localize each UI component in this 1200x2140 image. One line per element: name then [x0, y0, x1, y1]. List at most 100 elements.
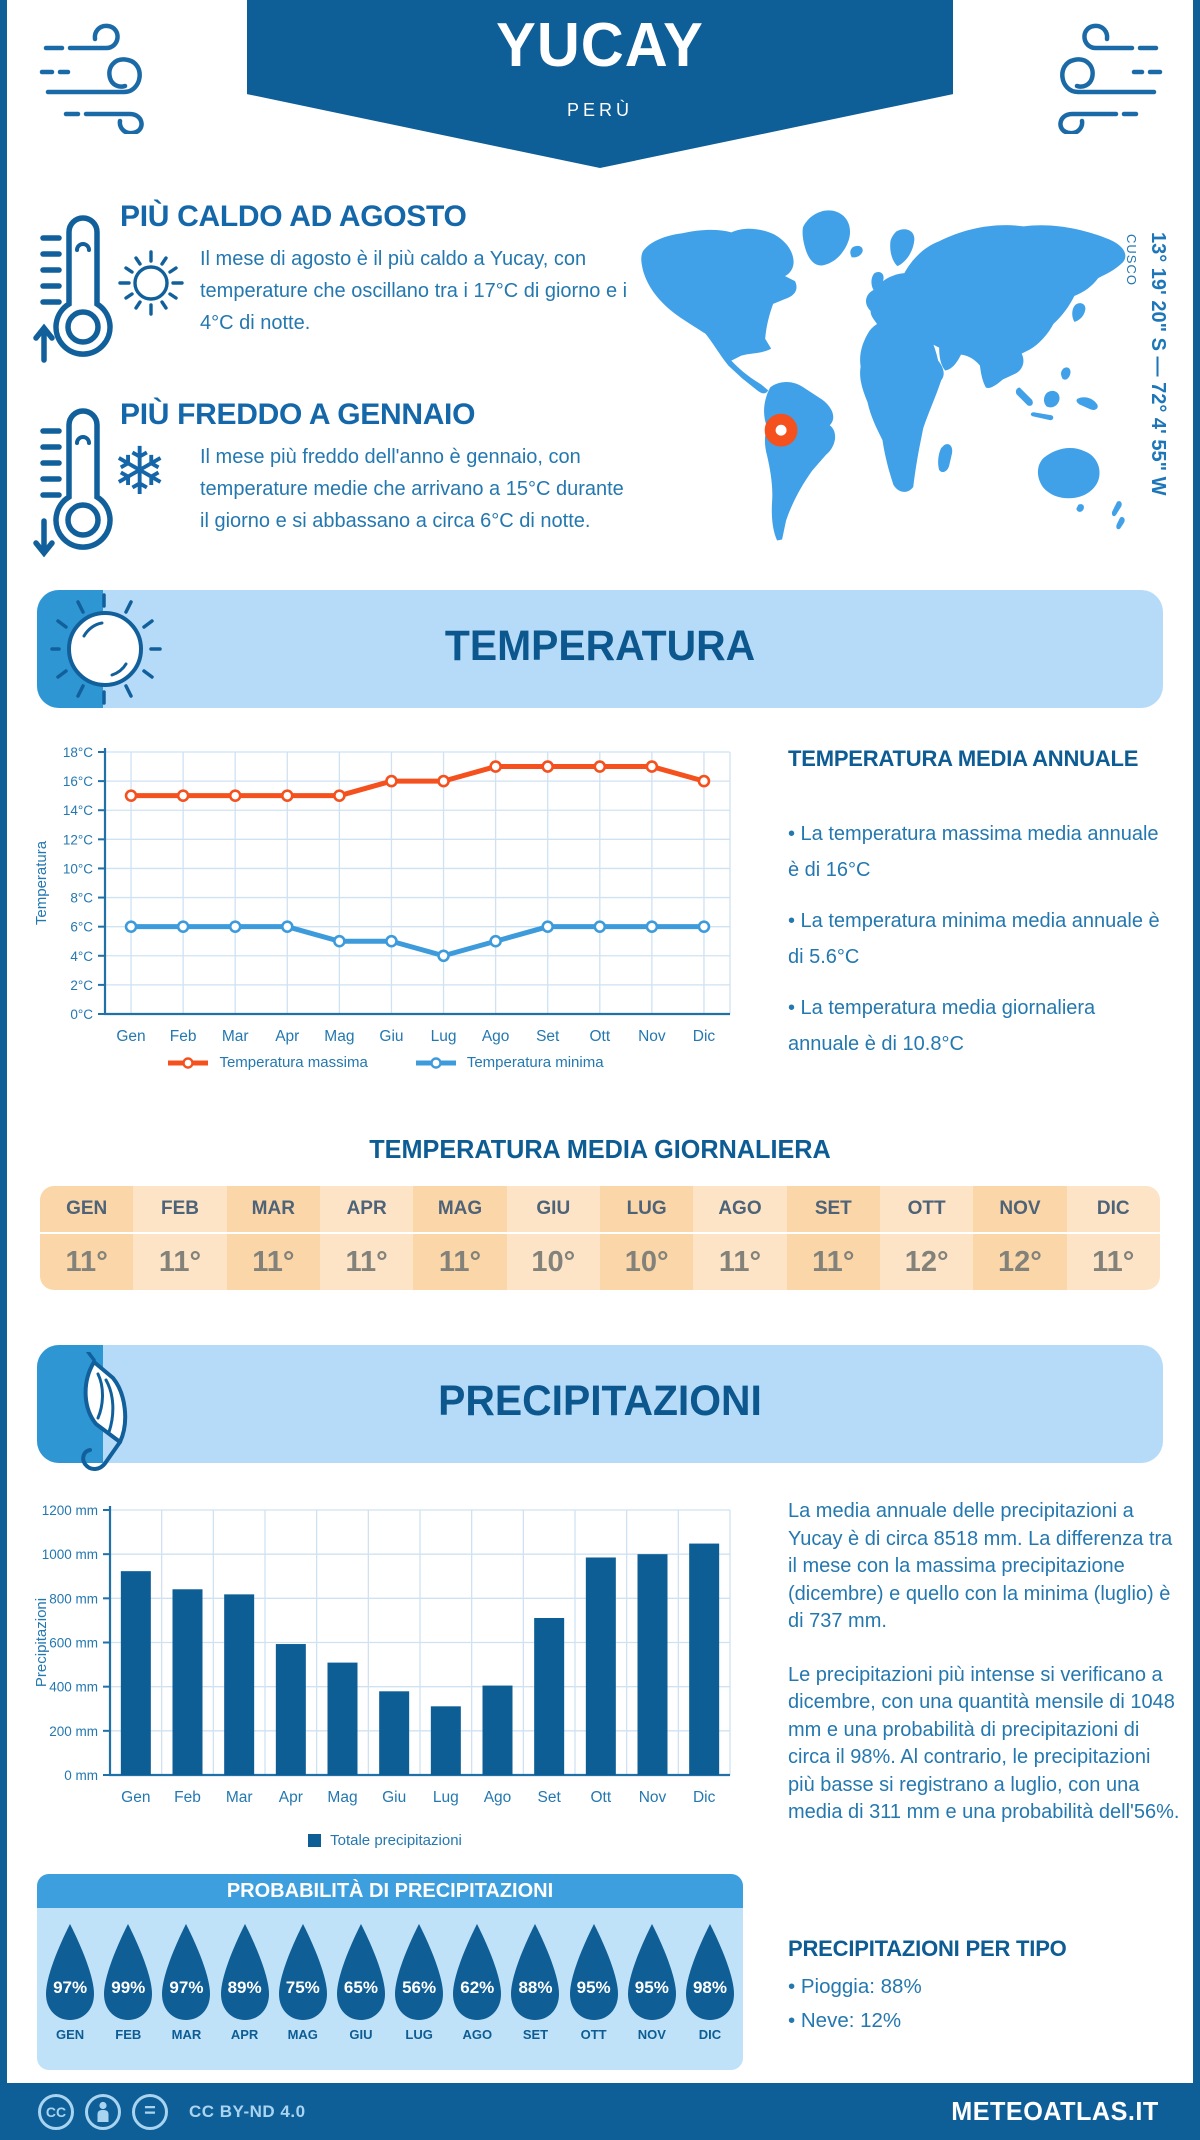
probability-drop: 98% DIC — [681, 1922, 739, 2042]
probability-value: 56% — [402, 1978, 437, 1997]
svg-text:Giu: Giu — [379, 1028, 403, 1045]
svg-text:Ago: Ago — [482, 1028, 510, 1045]
raindrop-icon — [569, 1924, 618, 2020]
table-column: GIU 10° — [506, 1186, 600, 1290]
raindrop-icon — [627, 1924, 676, 2020]
probability-drop: 97% GEN — [41, 1922, 99, 2042]
data-point — [593, 760, 607, 773]
bar — [689, 1543, 720, 1775]
bar — [534, 1617, 565, 1775]
svg-text:Mag: Mag — [324, 1028, 354, 1045]
temperature-chart-legend: Temperatura massima Temperatura minima — [30, 1054, 740, 1071]
svg-text:14°C: 14°C — [63, 803, 93, 818]
license-text: CC BY-ND 4.0 — [189, 2101, 306, 2121]
header-banner: YUCAY PERÙ — [247, 0, 953, 168]
table-month-header: NOV — [973, 1186, 1067, 1234]
raindrop-icon — [162, 1924, 211, 2020]
temperature-section-title: TEMPERATURA — [444, 622, 756, 670]
table-value: 10° — [531, 1245, 576, 1278]
umbrella-icon — [81, 1352, 128, 1471]
footer: CC = CC BY-ND 4.0 METEOATLAS.IT — [0, 2083, 1200, 2140]
table-column: GEN 11° — [40, 1186, 134, 1290]
right-border — [1193, 0, 1200, 2140]
svg-text:Apr: Apr — [275, 1028, 299, 1045]
highlight-warm-heading: PIÙ CALDO AD AGOSTO — [120, 200, 467, 233]
bullet-item: • La temperatura minima media annuale è … — [788, 910, 1160, 968]
world-map — [641, 210, 1126, 541]
precip-probability-drops: 97% GEN 99% FEB 97% MAR 89% APR 75% MAG 65% GI… — [41, 1922, 739, 2042]
map-coordinates: 13° 19' 20" S — 72° 4' 55" W — [1147, 232, 1169, 496]
svg-text:0 mm: 0 mm — [64, 1768, 98, 1783]
probability-drop: 99% FEB — [99, 1922, 157, 2042]
raindrop-icon — [685, 1924, 734, 2020]
precipitation-text: La media annuale delle precipitazioni a … — [788, 1498, 1180, 1853]
table-value: 10° — [624, 1245, 669, 1278]
page-title: YUCAY — [496, 11, 704, 80]
svg-text:Set: Set — [536, 1028, 560, 1045]
probability-drop: 56% LUG — [390, 1922, 448, 2042]
table-column: DIC 11° — [1066, 1186, 1160, 1290]
svg-text:8°C: 8°C — [70, 891, 93, 906]
probability-value: 75% — [285, 1978, 320, 1997]
data-point — [645, 920, 659, 933]
precipitation-chart-legend: Totale precipitazioni — [30, 1832, 740, 1849]
raindrop-icon — [511, 1924, 560, 2020]
probability-drop: 95% OTT — [565, 1922, 623, 2042]
table-column: AGO 11° — [693, 1186, 787, 1290]
svg-text:200 mm: 200 mm — [49, 1724, 98, 1739]
table-month-header: MAR — [226, 1186, 320, 1234]
svg-text:Gen: Gen — [116, 1028, 145, 1045]
bar — [379, 1691, 410, 1775]
bullet-item: • Neve: 12% — [788, 2009, 902, 2032]
data-point — [541, 760, 555, 773]
precip-type-bullets: • Pioggia: 88% • Neve: 12% — [788, 1970, 1170, 2038]
table-value: 11° — [812, 1245, 855, 1278]
bar — [482, 1685, 513, 1775]
probability-drop: 95% NOV — [623, 1922, 681, 2042]
map-region-label: CUSCO — [1124, 234, 1139, 286]
svg-text:Ago: Ago — [484, 1789, 512, 1806]
table-month-header: AGO — [693, 1186, 787, 1234]
series-line — [131, 764, 705, 799]
precip-probability-title: PROBABILITÀ DI PRECIPITAZIONI — [37, 1874, 743, 1908]
paragraph: La media annuale delle precipitazioni a … — [788, 1500, 1173, 1632]
probability-value: 95% — [634, 1978, 669, 1997]
table-column: MAR 11° — [226, 1186, 320, 1290]
svg-text:Dic: Dic — [693, 1028, 716, 1045]
table-column: NOV 12° — [973, 1186, 1067, 1290]
left-border — [0, 0, 7, 2140]
svg-text:Mag: Mag — [327, 1789, 357, 1806]
data-point — [124, 920, 138, 933]
probability-month: AGO — [462, 2027, 493, 2042]
bullet-item: • La temperatura media giornaliera annua… — [788, 997, 1096, 1055]
daily-temperature-table: GEN 11° FEB 11° MAR 11° APR 11° MAG 11° GIU 10° LUG 1… — [40, 1186, 1160, 1290]
svg-text:2°C: 2°C — [70, 978, 93, 993]
probability-drop: 75% MAG — [274, 1922, 332, 2042]
probability-value: 99% — [111, 1978, 146, 1997]
bar — [275, 1644, 306, 1775]
table-column: OTT 12° — [879, 1186, 974, 1290]
cc-icon: CC — [38, 2093, 74, 2130]
data-point — [541, 920, 555, 933]
raindrop-icon — [278, 1924, 327, 2020]
table-value: 11° — [718, 1245, 762, 1278]
svg-text:Lug: Lug — [431, 1028, 457, 1045]
data-point — [385, 934, 398, 948]
location-marker — [764, 413, 798, 447]
data-point — [593, 920, 607, 933]
table-column: FEB 11° — [133, 1186, 227, 1290]
table-column: MAG 11° — [413, 1186, 507, 1290]
raindrop-icon — [453, 1924, 502, 2020]
probability-drop: 88% SET — [506, 1922, 564, 2042]
table-value: 11° — [65, 1245, 108, 1278]
svg-text:Nov: Nov — [639, 1789, 667, 1806]
probability-value: 97% — [169, 1978, 204, 1997]
data-point — [333, 789, 346, 802]
probability-drop: 65% GIU — [332, 1922, 390, 2042]
highlight-cold-heading: PIÙ FREDDO A GENNAIO — [120, 398, 476, 431]
svg-text:Precipitazioni: Precipitazioni — [33, 1598, 50, 1687]
svg-text:Mar: Mar — [226, 1789, 253, 1806]
data-point — [280, 920, 294, 933]
sun-icon — [118, 250, 184, 316]
data-point — [280, 789, 294, 802]
